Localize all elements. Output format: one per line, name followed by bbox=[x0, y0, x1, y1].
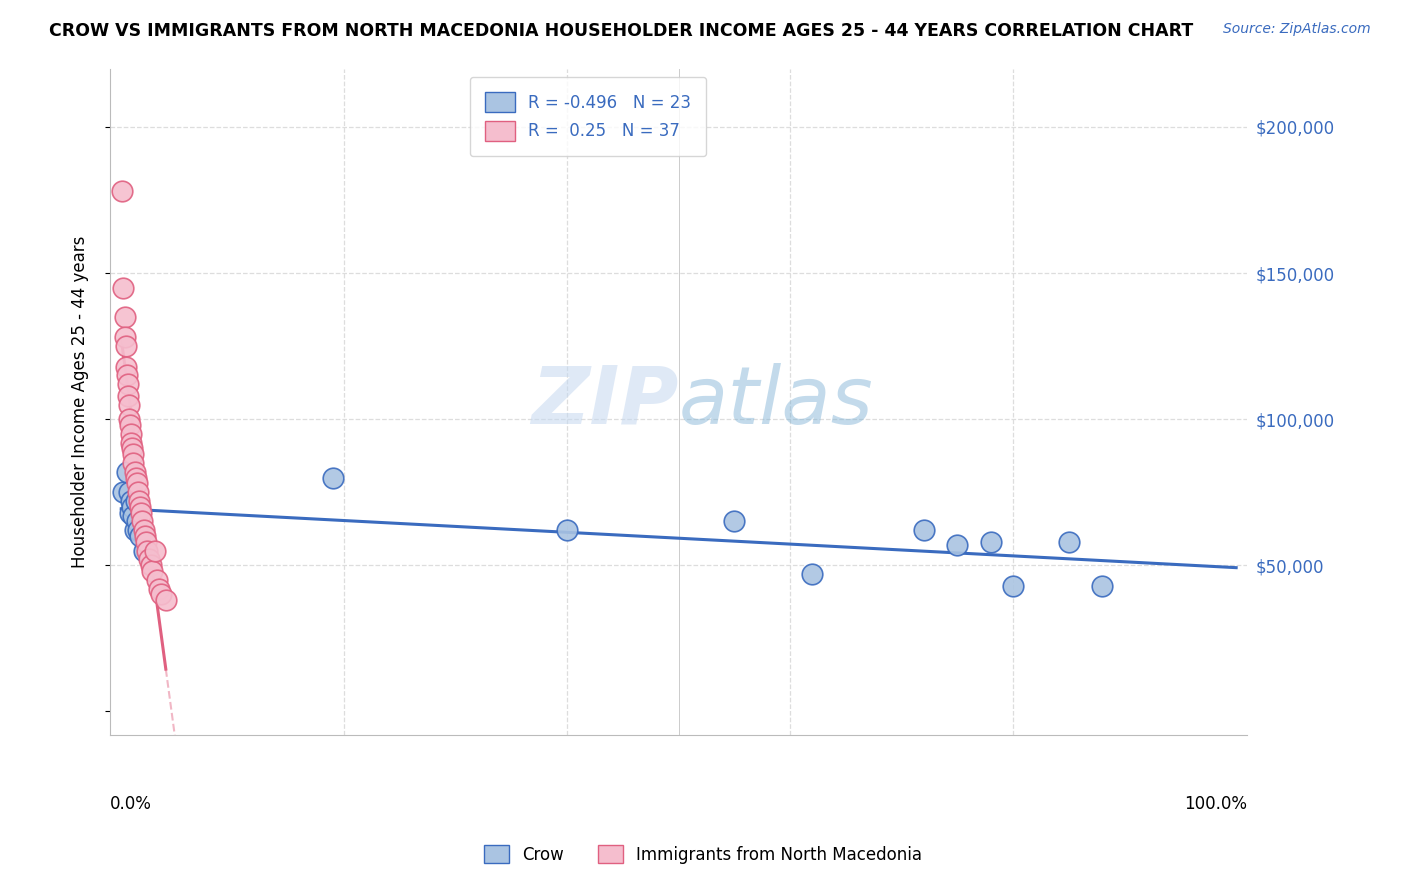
Text: ZIP: ZIP bbox=[531, 363, 679, 441]
Point bbox=[125, 494, 148, 508]
Point bbox=[114, 359, 136, 374]
Point bbox=[114, 330, 136, 344]
Point bbox=[118, 398, 141, 412]
Point bbox=[124, 523, 146, 537]
Point bbox=[118, 485, 141, 500]
Point bbox=[120, 506, 142, 520]
Point bbox=[555, 523, 578, 537]
Y-axis label: Householder Income Ages 25 - 44 years: Householder Income Ages 25 - 44 years bbox=[72, 235, 89, 568]
Point bbox=[121, 442, 143, 456]
Point bbox=[111, 184, 134, 198]
Point bbox=[132, 543, 155, 558]
Text: 100.0%: 100.0% bbox=[1184, 795, 1247, 813]
Point bbox=[127, 523, 149, 537]
Point bbox=[132, 523, 155, 537]
Point bbox=[135, 543, 157, 558]
Point bbox=[322, 470, 344, 484]
Point bbox=[117, 389, 139, 403]
Point bbox=[127, 485, 149, 500]
Point bbox=[125, 470, 148, 484]
Point bbox=[1091, 579, 1114, 593]
Point bbox=[115, 368, 138, 383]
Point bbox=[121, 500, 143, 514]
Point bbox=[122, 456, 145, 470]
Text: Source: ZipAtlas.com: Source: ZipAtlas.com bbox=[1223, 22, 1371, 37]
Point bbox=[124, 465, 146, 479]
Point bbox=[129, 506, 152, 520]
Legend: R = -0.496   N = 23, R =  0.25   N = 37: R = -0.496 N = 23, R = 0.25 N = 37 bbox=[470, 77, 706, 156]
Point bbox=[946, 538, 969, 552]
Point bbox=[148, 582, 170, 596]
Point bbox=[115, 465, 138, 479]
Point bbox=[155, 593, 177, 607]
Point bbox=[122, 447, 145, 461]
Legend: Crow, Immigrants from North Macedonia: Crow, Immigrants from North Macedonia bbox=[478, 838, 928, 871]
Point bbox=[129, 529, 152, 543]
Point bbox=[118, 412, 141, 426]
Point bbox=[143, 543, 166, 558]
Point bbox=[723, 515, 745, 529]
Point bbox=[120, 435, 142, 450]
Point bbox=[141, 564, 163, 578]
Point bbox=[1002, 579, 1025, 593]
Point bbox=[125, 515, 148, 529]
Point bbox=[912, 523, 935, 537]
Point bbox=[801, 567, 824, 582]
Point bbox=[146, 573, 169, 587]
Point bbox=[1057, 534, 1080, 549]
Point bbox=[114, 310, 136, 324]
Point bbox=[112, 485, 135, 500]
Point bbox=[131, 515, 153, 529]
Point bbox=[128, 494, 150, 508]
Point bbox=[141, 558, 163, 573]
Point bbox=[120, 426, 142, 441]
Point bbox=[114, 339, 136, 353]
Text: atlas: atlas bbox=[679, 363, 873, 441]
Point bbox=[117, 377, 139, 392]
Text: 0.0%: 0.0% bbox=[110, 795, 152, 813]
Point bbox=[129, 500, 152, 514]
Point bbox=[138, 552, 160, 566]
Text: CROW VS IMMIGRANTS FROM NORTH MACEDONIA HOUSEHOLDER INCOME AGES 25 - 44 YEARS CO: CROW VS IMMIGRANTS FROM NORTH MACEDONIA … bbox=[49, 22, 1194, 40]
Point bbox=[112, 281, 135, 295]
Point bbox=[120, 494, 142, 508]
Point bbox=[122, 508, 145, 523]
Point bbox=[980, 534, 1002, 549]
Point bbox=[135, 534, 157, 549]
Point bbox=[125, 476, 148, 491]
Point bbox=[134, 529, 156, 543]
Point bbox=[150, 587, 173, 601]
Point bbox=[120, 417, 142, 432]
